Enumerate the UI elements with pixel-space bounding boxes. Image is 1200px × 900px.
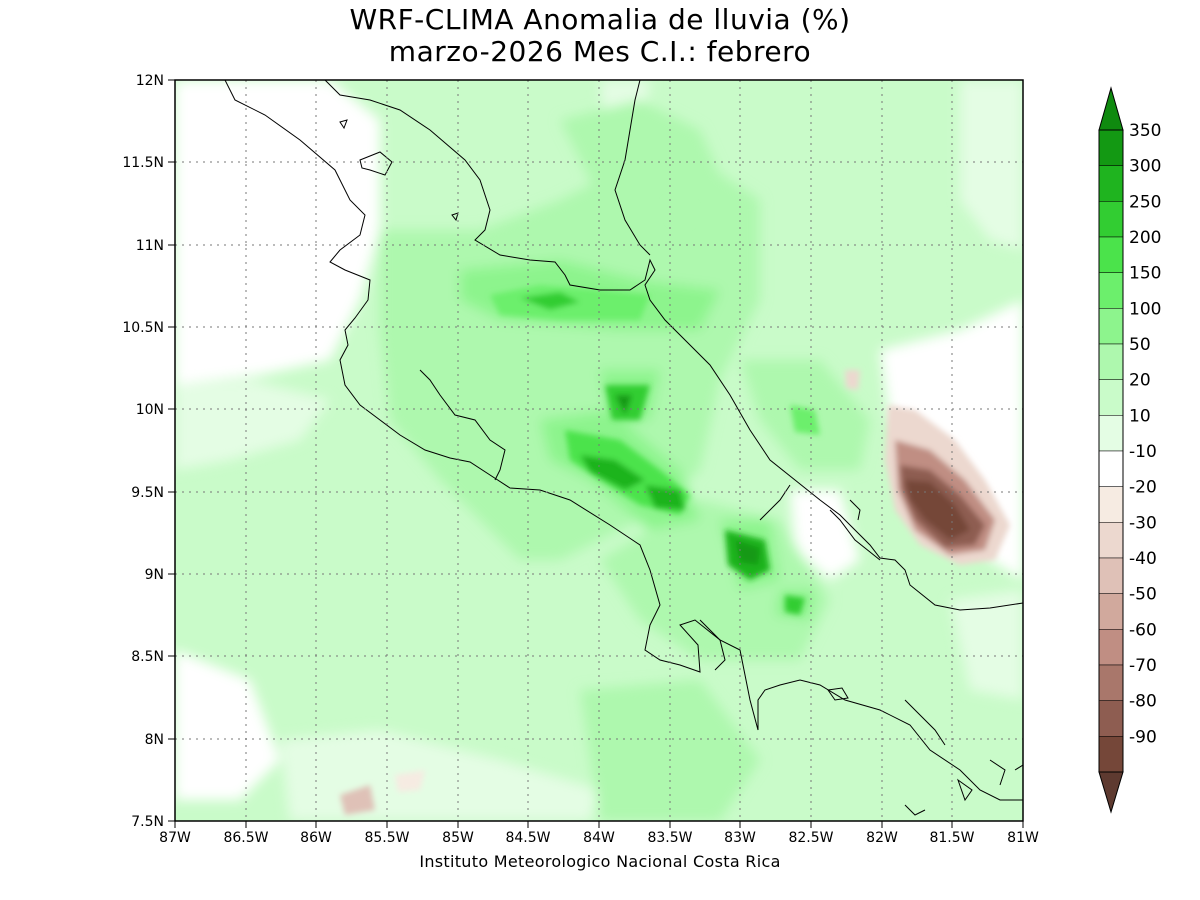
chart-title-line1: WRF-CLIMA Anomalia de lluvia (%): [349, 3, 851, 36]
y-tick-label: 8N: [145, 732, 164, 748]
field-neg90-east: [905, 480, 970, 540]
field-50-far-south: [580, 680, 760, 821]
x-tick-label: 87W: [159, 830, 191, 846]
y-tick-labels: 12N 11.5N 11N 10.5N 10N 9.5N 9N 8.5N 8N …: [122, 73, 164, 830]
legend-label: 100: [1129, 299, 1161, 319]
x-tick-label: 82W: [866, 830, 898, 846]
y-tick-label: 9N: [145, 567, 164, 583]
legend-label: 200: [1129, 228, 1161, 248]
legend-label: 150: [1129, 264, 1161, 284]
x-tick-label: 84W: [583, 830, 615, 846]
legend-label: -50: [1129, 585, 1157, 605]
legend-label: 250: [1129, 192, 1161, 212]
legend-label: 350: [1129, 121, 1161, 141]
legend-swatch: [1098, 272, 1124, 309]
x-tick-label: 85.5W: [364, 830, 409, 846]
x-tick-label: 82.5W: [788, 830, 833, 846]
legend-top-arrow: [1098, 86, 1124, 131]
field-white-sw: [175, 650, 280, 800]
y-tick-label: 9.5N: [131, 485, 164, 501]
legend-swatch: [1098, 629, 1124, 666]
y-tick-label: 11N: [136, 238, 164, 254]
legend-swatch: [1098, 379, 1124, 416]
x-tick-label: 83W: [724, 830, 756, 846]
x-tick-label: 83.5W: [647, 830, 692, 846]
tick-marks: [168, 79, 1024, 828]
legend-swatch: [1098, 236, 1124, 273]
x-tick-label: 81.5W: [929, 830, 974, 846]
color-legend: 350 300 250 200 150 100 50 20 10 -10 -20 -30 -40 -50 -…: [1098, 86, 1161, 814]
legend-label: -20: [1129, 478, 1157, 498]
legend-label: -30: [1129, 513, 1157, 533]
legend-bottom-arrow: [1098, 771, 1124, 814]
field-250-se2: [785, 595, 805, 615]
field-light-ne: [960, 80, 1023, 250]
y-tick-label: 7.5N: [131, 814, 164, 830]
legend-label: 300: [1129, 157, 1161, 177]
x-tick-label: 81W: [1007, 830, 1039, 846]
chart-title-line2: marzo-2026 Mes C.I.: febrero: [388, 35, 812, 68]
legend-label: -90: [1129, 727, 1157, 747]
field-50-spot-n: [665, 200, 695, 225]
legend-label: -80: [1129, 692, 1157, 712]
y-tick-label: 12N: [136, 73, 164, 89]
legend-swatch: [1098, 557, 1124, 594]
legend-swatch: [1098, 415, 1124, 452]
x-tick-label: 84.5W: [505, 830, 550, 846]
x-tick-label: 86W: [300, 830, 332, 846]
field-neg-sw2: [395, 770, 425, 792]
legend-label: -40: [1129, 549, 1157, 569]
legend-swatch: [1098, 486, 1124, 523]
credit-text: Instituto Meteorologico Nacional Costa R…: [419, 852, 781, 871]
y-tick-label: 10.5N: [122, 320, 164, 336]
legend-frame: [1098, 129, 1124, 773]
field-300-mid: [580, 455, 645, 490]
anomaly-field: [175, 80, 1023, 821]
coastlines: [224, 80, 1023, 816]
legend-label: -10: [1129, 442, 1157, 462]
field-350-spot: [615, 395, 632, 415]
legend-swatch: [1098, 700, 1124, 737]
legend-label: 50: [1129, 335, 1151, 355]
x-tick-labels: 87W 86.5W 86W 85.5W 85W 84.5W 84W 83.5W …: [159, 830, 1039, 846]
legend-swatch: [1098, 201, 1124, 238]
gridlines: [175, 80, 1023, 821]
y-tick-label: 10N: [136, 402, 164, 418]
y-tick-label: 11.5N: [122, 155, 164, 171]
field-white-bocas: [790, 490, 860, 580]
field-250-band: [520, 292, 580, 310]
field-neg-spot: [845, 370, 860, 390]
field-300-mid2: [645, 485, 685, 510]
legend-label: 10: [1129, 406, 1151, 426]
legend-swatch: [1098, 450, 1124, 487]
x-tick-label: 86.5W: [223, 830, 268, 846]
field-350-se: [735, 540, 760, 565]
field-neg-sw: [340, 785, 375, 815]
legend-swatch: [1098, 165, 1124, 202]
y-tick-label: 8.5N: [131, 649, 164, 665]
field-50-north: [560, 100, 740, 260]
legend-label: -70: [1129, 656, 1157, 676]
x-tick-label: 85W: [442, 830, 474, 846]
legend-label: -60: [1129, 620, 1157, 640]
legend-swatch: [1098, 522, 1124, 559]
legend-label: 20: [1129, 371, 1151, 391]
legend-swatch: [1098, 593, 1124, 630]
legend-swatch: [1098, 343, 1124, 380]
field-white-nw: [175, 80, 380, 385]
legend-swatch: [1098, 664, 1124, 701]
field-150-east: [790, 405, 820, 435]
field-light-w: [175, 380, 330, 470]
legend-swatch: [1098, 129, 1124, 166]
legend-swatch: [1098, 308, 1124, 345]
legend-swatch: [1098, 736, 1124, 773]
field-light-se: [950, 590, 1023, 700]
